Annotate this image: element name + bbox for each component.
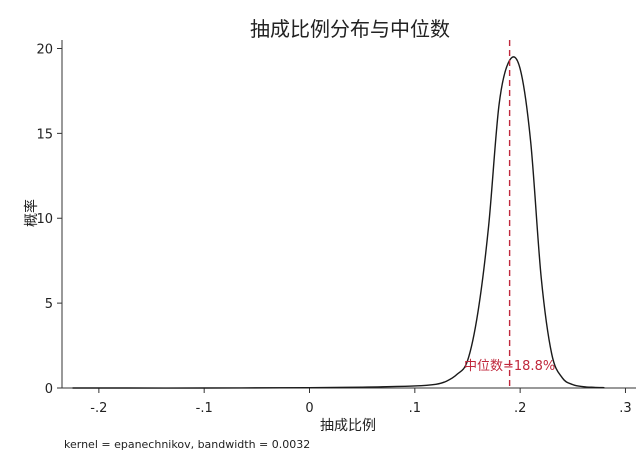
x-tick-label: .2 (514, 401, 526, 416)
x-tick-label: .1 (409, 401, 421, 416)
y-tick-label: 15 (36, 127, 53, 142)
x-axis-label: 抽成比例 (320, 418, 376, 434)
plot-area (62, 40, 636, 388)
density-line (72, 56, 605, 389)
y-tick-label: 5 (45, 297, 53, 312)
x-tick-label: 0 (305, 401, 313, 416)
y-axis: 0 5 10 15 20 (36, 42, 62, 397)
x-tick-label: -.2 (90, 401, 107, 416)
y-tick-label: 10 (36, 212, 53, 227)
x-tick-label: -.1 (196, 401, 213, 416)
kernel-note: kernel = epanechnikov, bandwidth = 0.003… (64, 438, 310, 451)
y-axis-label: 概率 (23, 199, 40, 227)
y-tick-label: 0 (45, 382, 53, 397)
median-label: 中位数=18.8% (464, 359, 555, 374)
x-tick-label: .3 (619, 401, 631, 416)
x-axis: -.2 -.1 0 .1 .2 .3 (90, 388, 632, 416)
y-tick-label: 20 (36, 42, 53, 57)
chart-title: 抽成比例分布与中位数 (250, 17, 450, 41)
